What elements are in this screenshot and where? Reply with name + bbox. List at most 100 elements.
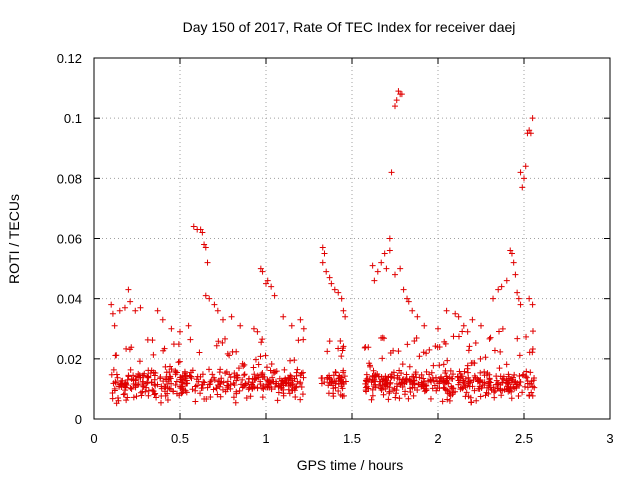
data-point — [477, 355, 484, 362]
data-point — [202, 244, 209, 251]
data-point — [514, 289, 521, 296]
data-point — [523, 374, 530, 381]
data-point — [217, 393, 224, 400]
data-point — [265, 381, 272, 388]
data-point — [505, 371, 512, 378]
data-point — [385, 374, 392, 381]
data-point — [137, 304, 144, 311]
data-point — [338, 295, 345, 302]
data-point — [160, 347, 167, 354]
data-point — [154, 307, 161, 314]
y-tick-label: 0.02 — [57, 352, 82, 367]
data-point — [455, 333, 462, 340]
data-point — [278, 385, 285, 392]
data-point — [493, 377, 500, 384]
data-point — [517, 301, 524, 308]
data-point — [459, 328, 466, 335]
data-point — [123, 397, 130, 404]
data-point — [482, 392, 489, 399]
data-point — [372, 384, 379, 391]
data-point — [493, 373, 500, 380]
data-point — [260, 386, 267, 393]
data-point — [197, 226, 204, 233]
data-point — [390, 347, 397, 354]
data-point — [455, 381, 462, 388]
data-point — [199, 229, 206, 236]
data-point — [249, 385, 256, 392]
data-point — [529, 392, 536, 399]
data-point — [448, 375, 455, 382]
data-point — [122, 380, 129, 387]
data-point — [527, 369, 534, 376]
y-tick-label: 0 — [75, 412, 82, 427]
data-point — [149, 387, 156, 394]
data-point — [436, 343, 443, 350]
data-point — [471, 372, 478, 379]
data-point — [368, 396, 375, 403]
data-point — [520, 371, 527, 378]
data-point — [450, 333, 457, 340]
data-point — [232, 399, 239, 406]
data-point — [381, 335, 388, 342]
data-point — [435, 325, 441, 332]
data-point — [398, 91, 405, 98]
data-point — [245, 386, 252, 393]
data-point — [217, 366, 224, 373]
data-point — [157, 374, 164, 381]
data-point — [400, 286, 407, 293]
data-point — [379, 355, 386, 362]
data-point — [230, 394, 237, 401]
data-point — [170, 388, 177, 395]
data-point — [420, 375, 427, 382]
data-point — [444, 396, 451, 403]
data-point — [499, 325, 506, 332]
data-point — [222, 335, 229, 342]
data-point — [150, 351, 157, 358]
data-point — [243, 395, 250, 402]
data-point — [202, 292, 209, 299]
data-point — [519, 372, 526, 379]
data-point — [494, 381, 501, 388]
data-point — [378, 259, 385, 266]
data-point — [497, 386, 504, 393]
data-point — [487, 334, 494, 341]
data-point — [187, 336, 194, 343]
data-point — [508, 395, 515, 402]
data-point — [339, 347, 346, 354]
data-point — [472, 339, 479, 346]
data-point — [380, 391, 387, 398]
data-point — [485, 390, 492, 397]
data-point — [174, 390, 181, 397]
data-point — [257, 353, 264, 360]
data-point — [259, 268, 266, 275]
data-point — [241, 361, 248, 368]
data-point — [459, 385, 466, 392]
data-point — [172, 371, 179, 378]
data-point — [440, 361, 447, 368]
data-point — [162, 392, 169, 399]
data-point — [139, 388, 146, 395]
data-point — [335, 289, 342, 296]
data-point — [340, 369, 347, 376]
data-point — [319, 375, 326, 382]
data-point — [295, 337, 302, 344]
data-point — [124, 376, 131, 383]
data-point — [529, 115, 536, 122]
data-point — [176, 358, 183, 365]
data-point — [510, 259, 517, 266]
data-point — [197, 390, 204, 397]
data-point — [526, 349, 533, 356]
data-point — [492, 387, 499, 394]
data-point — [247, 393, 254, 400]
data-point — [496, 328, 503, 335]
data-point — [395, 88, 402, 95]
data-point — [231, 373, 238, 380]
data-point — [148, 379, 155, 386]
data-point — [465, 393, 472, 400]
x-tick-label: 2 — [434, 431, 441, 446]
data-point — [455, 313, 462, 320]
data-point — [467, 379, 474, 386]
data-point — [127, 298, 134, 305]
data-point — [112, 379, 119, 386]
